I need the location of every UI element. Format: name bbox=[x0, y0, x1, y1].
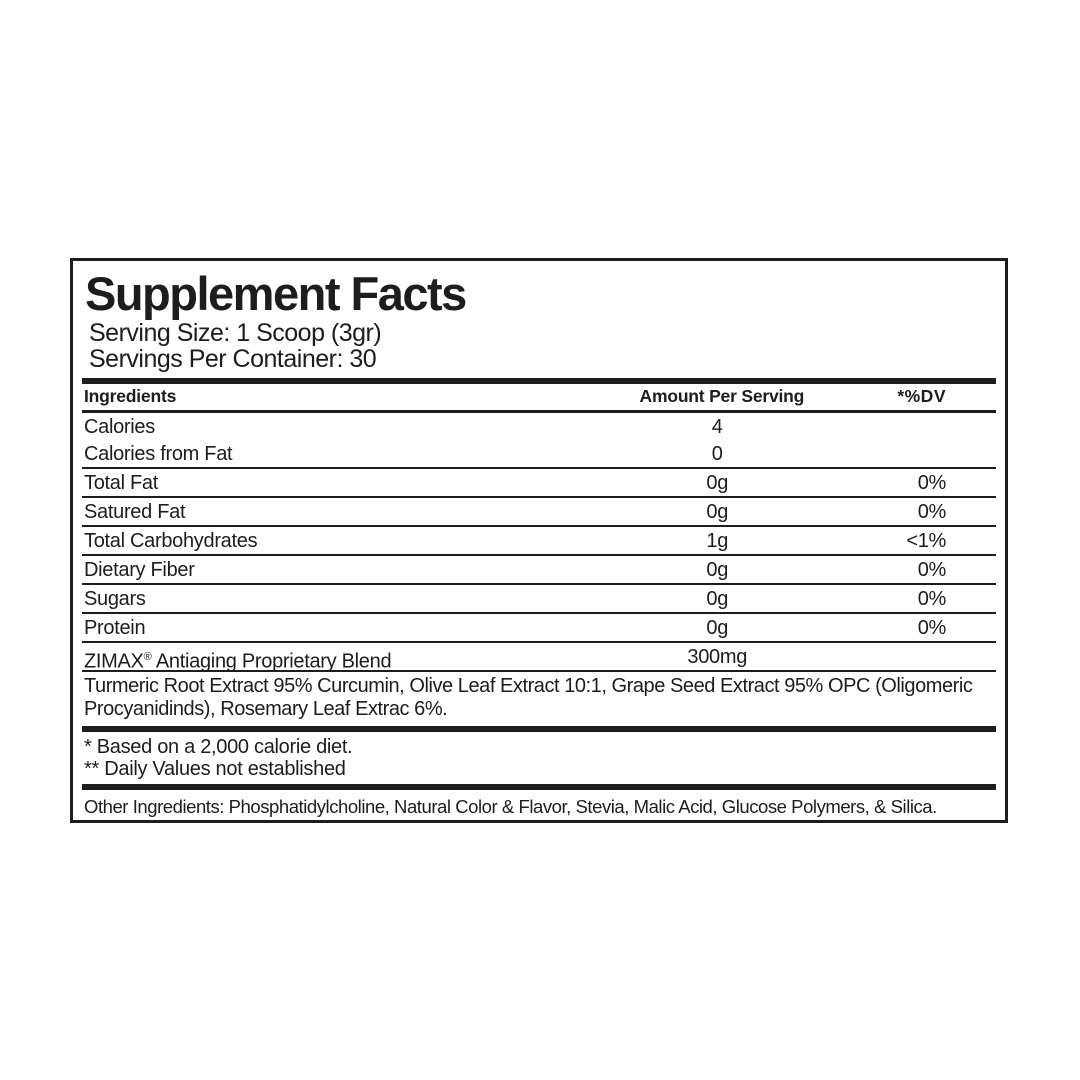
table-row: ZIMAX® Antiaging Proprietary Blend 300mg bbox=[82, 641, 996, 673]
supplement-facts-panel: Supplement Facts Serving Size: 1 Scoop (… bbox=[70, 258, 1008, 823]
ingredient-name: Calories bbox=[84, 416, 155, 438]
table-row: Total Fat 0g 0% bbox=[82, 467, 996, 496]
column-header-dv: *%DV bbox=[897, 386, 946, 406]
table-row: Total Carbohydrates 1g <1% bbox=[82, 525, 996, 554]
dv-value: 0% bbox=[917, 472, 947, 494]
dv-value: 0% bbox=[917, 617, 947, 639]
ingredient-name: ZIMAX® Antiaging Proprietary Blend bbox=[84, 650, 392, 673]
table-row: Calories 4 bbox=[82, 413, 996, 440]
ingredient-name: Sugars bbox=[84, 588, 146, 610]
footnote-calorie-diet: * Based on a 2,000 calorie diet. bbox=[84, 736, 353, 758]
facts-rows: Calories 4 Calories from Fat 0 Total Fat 0g 0%… bbox=[82, 413, 996, 673]
column-header-amount-per-serving: Amount Per Serving bbox=[639, 386, 805, 406]
amount-per-serving-value: 0g bbox=[706, 559, 729, 581]
servings-per-container: Servings Per Container: 30 bbox=[89, 345, 377, 373]
other-ingredients: Other Ingredients: Phosphatidylcholine, … bbox=[84, 796, 937, 817]
amount-per-serving-value: 4 bbox=[711, 416, 723, 438]
serving-info: Serving Size: 1 Scoop (3gr) Servings Per… bbox=[89, 320, 996, 372]
thick-divider bbox=[82, 784, 996, 790]
ingredient-name: Calories from Fat bbox=[84, 443, 233, 465]
table-row: Dietary Fiber 0g 0% bbox=[82, 554, 996, 583]
ingredient-name: Protein bbox=[84, 617, 146, 639]
ingredient-name: Total Carbohydrates bbox=[84, 530, 258, 552]
blend-description: Turmeric Root Extract 95% Curcumin, Oliv… bbox=[82, 670, 996, 726]
amount-per-serving-value: 300mg bbox=[687, 646, 748, 668]
amount-per-serving-value: 0g bbox=[706, 472, 729, 494]
serving-size: Serving Size: 1 Scoop (3gr) bbox=[89, 319, 382, 347]
table-row: Satured Fat 0g 0% bbox=[82, 496, 996, 525]
registered-trademark: ® bbox=[143, 651, 152, 663]
amount-per-serving-value: 1g bbox=[706, 530, 729, 552]
dv-value: 0% bbox=[917, 559, 947, 581]
page-title: Supplement Facts bbox=[85, 267, 467, 320]
table-row: Calories from Fat 0 bbox=[82, 440, 996, 467]
amount-per-serving-value: 0 bbox=[711, 443, 723, 465]
dv-value: 0% bbox=[917, 501, 947, 523]
table-row: Sugars 0g 0% bbox=[82, 583, 996, 612]
amount-per-serving-value: 0g bbox=[706, 501, 729, 523]
amount-per-serving-value: 0g bbox=[706, 617, 729, 639]
thick-divider bbox=[82, 378, 996, 384]
thick-divider bbox=[82, 726, 996, 732]
footnotes: * Based on a 2,000 calorie diet. ** Dail… bbox=[82, 732, 996, 784]
amount-per-serving-value: 0g bbox=[706, 588, 729, 610]
ingredient-name: Dietary Fiber bbox=[84, 559, 195, 581]
table-row: Protein 0g 0% bbox=[82, 612, 996, 641]
dv-value: <1% bbox=[906, 530, 946, 552]
ingredient-name: Satured Fat bbox=[84, 501, 186, 523]
column-header-ingredients: Ingredients bbox=[84, 386, 177, 406]
ingredient-name: Total Fat bbox=[84, 472, 158, 494]
footnote-daily-values: ** Daily Values not established bbox=[84, 757, 346, 780]
dv-value: 0% bbox=[917, 588, 947, 610]
table-header-row: Ingredients Amount Per Serving *%DV bbox=[82, 384, 996, 413]
